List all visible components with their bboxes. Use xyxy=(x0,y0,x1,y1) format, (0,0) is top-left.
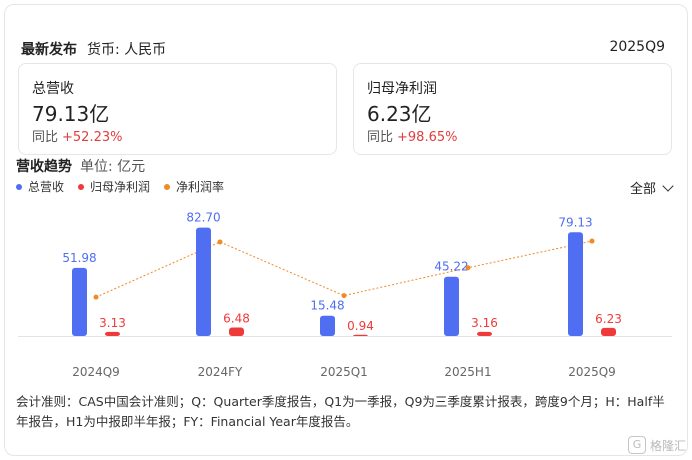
watermark-logo-icon: G xyxy=(627,436,646,454)
revenue-data-label: 45.22 xyxy=(434,260,468,274)
revenue-data-label: 79.13 xyxy=(558,215,592,229)
section-title-text: 营收趋势 xyxy=(16,159,72,175)
margin-point xyxy=(589,238,595,244)
kpi-net-profit-card: 归母净利润 6.23亿 同比 +98.65% xyxy=(353,63,672,155)
footnote: 会计准则：CAS中国会计准则；Q：Quarter季度报告，Q1为一季报，Q9为三… xyxy=(16,394,665,429)
net-profit-data-label: 3.13 xyxy=(99,316,126,330)
revenue-bar xyxy=(320,315,335,336)
legend-label: 净利润率 xyxy=(176,180,225,194)
watermark-text: 格隆汇 xyxy=(649,438,686,453)
kpi-revenue-card: 总营收 79.13亿 同比 +52.23% xyxy=(18,63,337,155)
revenue-bar xyxy=(196,227,211,336)
header: 最新发布 货币: 人民币 xyxy=(21,39,166,59)
net-profit-data-label: 6.23 xyxy=(595,312,622,326)
margin-point xyxy=(93,294,99,300)
yoy-label: 同比 xyxy=(367,130,394,145)
kpi-yoy: 同比 +98.65% xyxy=(367,126,457,145)
currency-label: 货币: 人民币 xyxy=(87,42,167,58)
margin-point xyxy=(217,239,223,245)
x-tick-label: 2025Q1 xyxy=(320,365,368,379)
legend-item-margin[interactable]: 净利润率 xyxy=(164,178,224,195)
net-profit-data-label: 6.48 xyxy=(223,312,250,326)
net-profit-data-label: 0.94 xyxy=(347,319,374,333)
legend-label: 归母净利润 xyxy=(90,180,151,194)
net-profit-data-label: 3.16 xyxy=(471,316,498,330)
yoy-value: +52.23% xyxy=(62,130,123,145)
margin-line xyxy=(95,240,593,298)
yoy-label: 同比 xyxy=(32,130,59,145)
x-tick-label: 2024Q9 xyxy=(72,365,120,379)
legend-dot-icon xyxy=(16,183,22,190)
revenue-data-label: 82.70 xyxy=(186,211,220,225)
legend-dot-icon xyxy=(78,183,85,190)
x-tick-label: 2025Q9 xyxy=(568,365,616,379)
margin-point xyxy=(341,293,347,299)
revenue-bar xyxy=(72,267,87,336)
revenue-chart: 51.98 3.13 2024Q9 82.70 6.48 2024FY 15.480.94 2… xyxy=(18,211,672,379)
net-profit-bar xyxy=(229,327,244,336)
legend-item-net-profit[interactable]: 归母净利润 xyxy=(78,178,150,195)
kpi-value: 79.13亿 xyxy=(32,102,110,126)
legend-dot-icon xyxy=(164,183,171,190)
dropdown-label: 全部 xyxy=(629,182,656,197)
chevron-down-icon xyxy=(662,179,674,192)
yoy-value: +98.65% xyxy=(397,130,458,145)
net-profit-bar xyxy=(601,327,616,336)
margin-point xyxy=(465,265,471,271)
section-title: 营收趋势 单位: 亿元 xyxy=(16,156,145,176)
net-profit-bar xyxy=(105,331,120,336)
kpi-label: 归母净利润 xyxy=(367,81,437,97)
kpi-value: 6.23亿 xyxy=(367,102,432,126)
revenue-data-label: 51.98 xyxy=(62,251,96,265)
legend: 总营收 归母净利润 净利润率 xyxy=(16,178,224,195)
x-tick-label: 2025H1 xyxy=(444,365,491,379)
financial-card: 最新发布 货币: 人民币 2025Q9 总营收 79.13亿 同比 +52.23% … xyxy=(4,4,688,456)
revenue-bar xyxy=(568,232,583,336)
revenue-data-label: 15.48 xyxy=(310,299,344,313)
x-tick-label: 2024FY xyxy=(198,365,243,379)
watermark: G 格隆汇 xyxy=(627,436,686,454)
legend-label: 总营收 xyxy=(28,180,65,194)
kpi-label: 总营收 xyxy=(32,81,74,97)
legend-item-revenue[interactable]: 总营收 xyxy=(16,178,64,195)
net-profit-bar xyxy=(477,331,492,336)
net-profit-bar xyxy=(353,334,368,336)
period-filter-dropdown[interactable]: 全部 xyxy=(629,178,674,197)
revenue-bar xyxy=(444,276,459,336)
header-title: 最新发布 xyxy=(21,42,77,58)
kpi-yoy: 同比 +52.23% xyxy=(32,126,122,145)
unit-label: 单位: 亿元 xyxy=(80,159,146,175)
period-label: 2025Q9 xyxy=(609,39,665,55)
